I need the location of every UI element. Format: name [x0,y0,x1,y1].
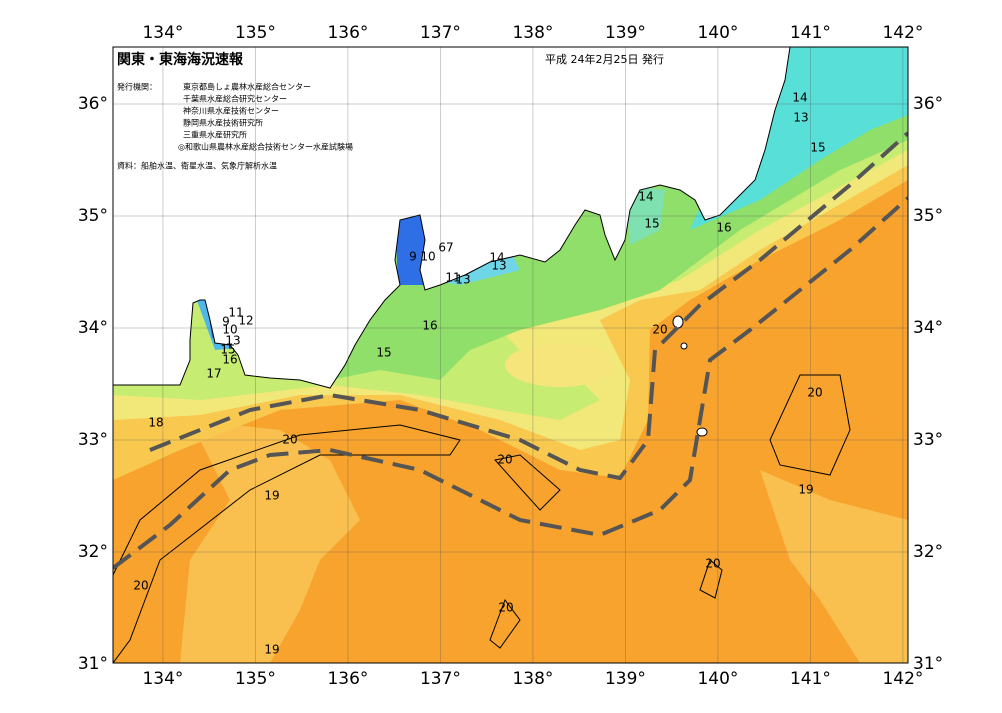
lon-label: 142° [882,23,923,43]
contour-label: 15 [810,141,825,155]
lon-label: 138° [512,669,553,689]
contour-label: 13 [455,273,470,287]
contour-label: 20 [705,557,720,571]
contour-label: 17 [206,367,221,381]
contour-label: 16 [422,319,437,333]
island [680,342,688,350]
isotherm [113,424,461,663]
grid [113,47,908,663]
contour-label: 16 [222,353,237,367]
lon-label: 137° [420,669,461,689]
island [696,427,708,437]
publisher: 東京都島しょ農林水産総合センター [183,82,311,92]
lat-label: 31° [913,654,943,674]
contour-label: 12 [238,314,253,328]
kuroshio-path [113,196,908,570]
contour-label: 16 [716,221,731,235]
contour-label: 18 [148,416,163,430]
contour-label: 13 [491,259,506,273]
contour-label: 67 [438,241,453,255]
contour-label: 11 [228,306,243,320]
publisher: 静岡県水産技術研究所 [183,118,263,128]
lon-label: 142° [882,669,923,689]
lon-label: 140° [697,23,738,43]
publisher: ◎和歌山県農林水産総合技術センター水産試験場 [178,142,353,152]
contour-label: 19 [264,643,279,657]
lat-label: 32° [913,542,943,562]
lon-label: 135° [235,23,276,43]
isotherm [769,374,851,476]
contour-label: 13 [225,334,240,348]
lat-label: 35° [913,206,943,226]
cool-water [505,343,615,387]
contour-label: 14 [638,190,653,204]
contour-label: 15 [644,217,659,231]
publisher-label: 発行機関： [117,82,157,92]
isotherm [494,454,561,511]
title: 関東・東海海況速報 [117,51,244,68]
contour-label: 11 [445,271,460,285]
contour-label: 15 [376,346,391,360]
lat-label: 34° [78,318,108,338]
contour-label: 10 [420,250,435,264]
issue-date: 平成 24年2月25日 発行 [545,52,664,66]
contour-label: 20 [497,453,512,467]
lon-label: 134° [142,669,183,689]
contour-label: 9 [222,315,230,329]
isotherm [489,598,521,649]
lon-label: 136° [327,669,368,689]
lat-label: 34° [913,318,943,338]
contour-label: 20 [807,386,822,400]
island [672,315,684,329]
lat-label: 35° [78,206,108,226]
lon-label: 135° [235,669,276,689]
lat-label: 33° [78,430,108,450]
lon-label: 139° [605,23,646,43]
contour-label: 14 [489,251,504,265]
publisher: 千葉県水産総合研究センター [183,94,287,104]
publisher: 三重県水産研究所 [183,130,247,140]
contour-label: 15 [220,343,235,357]
lon-label: 141° [790,669,831,689]
land [113,47,791,389]
contour-label: 19 [798,483,813,497]
contour-label: 20 [652,323,667,337]
kuroshio-path [149,131,908,481]
isotherm [699,559,723,599]
contour-label: 10 [222,323,237,337]
contour-label: 20 [133,579,148,593]
lon-label: 141° [790,23,831,43]
lon-label: 137° [420,23,461,43]
lon-label: 139° [605,669,646,689]
contour-label: 20 [282,433,297,447]
contour-label: 13 [793,111,808,125]
lat-label: 33° [913,430,943,450]
cooler-water [760,470,908,663]
contour-label: 14 [792,91,807,105]
lat-label: 31° [78,654,108,674]
lon-label: 138° [512,23,553,43]
data-source: 資料：船舶水温、衛星水温、気象庁解析水温 [117,161,277,171]
contour-label: 9 [409,250,417,264]
lat-label: 32° [78,542,108,562]
lon-label: 134° [142,23,183,43]
map-frame [112,46,909,664]
lon-label: 140° [697,669,738,689]
publisher: 神奈川県水産技術センター [183,106,279,116]
lat-label: 36° [913,94,943,114]
cooler-water [180,420,360,663]
lat-label: 36° [78,94,108,114]
lon-label: 136° [327,23,368,43]
contour-label: 19 [264,489,279,503]
contour-label: 20 [498,601,513,615]
